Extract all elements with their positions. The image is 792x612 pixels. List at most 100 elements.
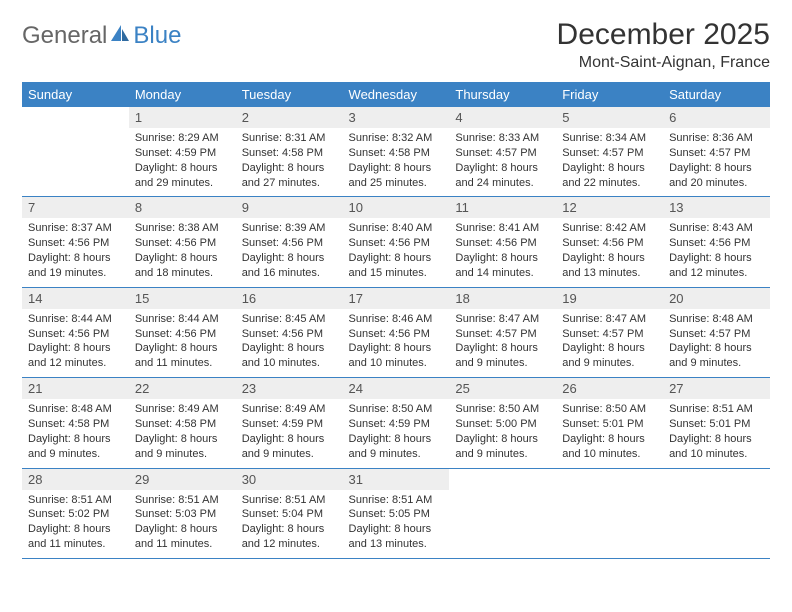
sail-icon bbox=[109, 22, 131, 50]
day-number: 3 bbox=[343, 107, 450, 128]
day-number: 7 bbox=[22, 197, 129, 218]
daylight-line: Daylight: 8 hours and 16 minutes. bbox=[242, 251, 337, 281]
sunset-line: Sunset: 5:05 PM bbox=[349, 507, 444, 522]
day-cell: 4Sunrise: 8:33 AMSunset: 4:57 PMDaylight… bbox=[449, 107, 556, 197]
day-cell: 5Sunrise: 8:34 AMSunset: 4:57 PMDaylight… bbox=[556, 107, 663, 197]
day-cell: 28Sunrise: 8:51 AMSunset: 5:02 PMDayligh… bbox=[22, 468, 129, 558]
day-cell: 21Sunrise: 8:48 AMSunset: 4:58 PMDayligh… bbox=[22, 378, 129, 468]
weekday-header: Wednesday bbox=[343, 82, 450, 107]
sunset-line: Sunset: 4:58 PM bbox=[28, 417, 123, 432]
day-number: 8 bbox=[129, 197, 236, 218]
daylight-line: Daylight: 8 hours and 10 minutes. bbox=[562, 432, 657, 462]
day-body: Sunrise: 8:36 AMSunset: 4:57 PMDaylight:… bbox=[663, 128, 770, 196]
day-number: 18 bbox=[449, 288, 556, 309]
sunrise-line: Sunrise: 8:47 AM bbox=[455, 312, 550, 327]
day-body: Sunrise: 8:45 AMSunset: 4:56 PMDaylight:… bbox=[236, 309, 343, 377]
daylight-line: Daylight: 8 hours and 18 minutes. bbox=[135, 251, 230, 281]
daylight-line: Daylight: 8 hours and 12 minutes. bbox=[28, 341, 123, 371]
daylight-line: Daylight: 8 hours and 10 minutes. bbox=[242, 341, 337, 371]
calendar-row: 21Sunrise: 8:48 AMSunset: 4:58 PMDayligh… bbox=[22, 378, 770, 468]
day-number: 20 bbox=[663, 288, 770, 309]
day-body: Sunrise: 8:50 AMSunset: 5:01 PMDaylight:… bbox=[556, 399, 663, 467]
day-number: 10 bbox=[343, 197, 450, 218]
day-body: Sunrise: 8:38 AMSunset: 4:56 PMDaylight:… bbox=[129, 218, 236, 286]
brand-logo: General Blue bbox=[22, 18, 181, 50]
header: General Blue December 2025 Mont-Saint-Ai… bbox=[22, 18, 770, 72]
daylight-line: Daylight: 8 hours and 24 minutes. bbox=[455, 161, 550, 191]
month-title: December 2025 bbox=[557, 18, 770, 52]
sunset-line: Sunset: 5:01 PM bbox=[669, 417, 764, 432]
day-cell: 16Sunrise: 8:45 AMSunset: 4:56 PMDayligh… bbox=[236, 287, 343, 377]
daylight-line: Daylight: 8 hours and 11 minutes. bbox=[135, 522, 230, 552]
day-body: Sunrise: 8:33 AMSunset: 4:57 PMDaylight:… bbox=[449, 128, 556, 196]
day-cell: 26Sunrise: 8:50 AMSunset: 5:01 PMDayligh… bbox=[556, 378, 663, 468]
empty-cell bbox=[663, 468, 770, 558]
day-body: Sunrise: 8:41 AMSunset: 4:56 PMDaylight:… bbox=[449, 218, 556, 286]
day-cell: 25Sunrise: 8:50 AMSunset: 5:00 PMDayligh… bbox=[449, 378, 556, 468]
daylight-line: Daylight: 8 hours and 22 minutes. bbox=[562, 161, 657, 191]
sunrise-line: Sunrise: 8:41 AM bbox=[455, 221, 550, 236]
day-body: Sunrise: 8:48 AMSunset: 4:58 PMDaylight:… bbox=[22, 399, 129, 467]
day-number: 22 bbox=[129, 378, 236, 399]
day-body: Sunrise: 8:48 AMSunset: 4:57 PMDaylight:… bbox=[663, 309, 770, 377]
location: Mont-Saint-Aignan, France bbox=[557, 54, 770, 72]
day-number: 13 bbox=[663, 197, 770, 218]
sunset-line: Sunset: 4:58 PM bbox=[349, 146, 444, 161]
sunset-line: Sunset: 4:56 PM bbox=[242, 327, 337, 342]
day-number: 25 bbox=[449, 378, 556, 399]
day-body: Sunrise: 8:40 AMSunset: 4:56 PMDaylight:… bbox=[343, 218, 450, 286]
calendar-head: SundayMondayTuesdayWednesdayThursdayFrid… bbox=[22, 82, 770, 107]
day-body: Sunrise: 8:44 AMSunset: 4:56 PMDaylight:… bbox=[22, 309, 129, 377]
sunrise-line: Sunrise: 8:51 AM bbox=[28, 493, 123, 508]
sunset-line: Sunset: 4:57 PM bbox=[455, 146, 550, 161]
day-body: Sunrise: 8:50 AMSunset: 5:00 PMDaylight:… bbox=[449, 399, 556, 467]
day-number: 24 bbox=[343, 378, 450, 399]
sunrise-line: Sunrise: 8:48 AM bbox=[28, 402, 123, 417]
sunset-line: Sunset: 4:59 PM bbox=[349, 417, 444, 432]
daylight-line: Daylight: 8 hours and 10 minutes. bbox=[349, 341, 444, 371]
weekday-header: Sunday bbox=[22, 82, 129, 107]
sunrise-line: Sunrise: 8:37 AM bbox=[28, 221, 123, 236]
daylight-line: Daylight: 8 hours and 12 minutes. bbox=[242, 522, 337, 552]
day-cell: 13Sunrise: 8:43 AMSunset: 4:56 PMDayligh… bbox=[663, 197, 770, 287]
sunrise-line: Sunrise: 8:51 AM bbox=[669, 402, 764, 417]
calendar-body: 1Sunrise: 8:29 AMSunset: 4:59 PMDaylight… bbox=[22, 107, 770, 558]
weekday-header: Saturday bbox=[663, 82, 770, 107]
sunrise-line: Sunrise: 8:50 AM bbox=[349, 402, 444, 417]
day-number: 29 bbox=[129, 469, 236, 490]
daylight-line: Daylight: 8 hours and 9 minutes. bbox=[562, 341, 657, 371]
day-number: 5 bbox=[556, 107, 663, 128]
sunrise-line: Sunrise: 8:40 AM bbox=[349, 221, 444, 236]
sunset-line: Sunset: 4:59 PM bbox=[242, 417, 337, 432]
sunrise-line: Sunrise: 8:38 AM bbox=[135, 221, 230, 236]
day-number: 6 bbox=[663, 107, 770, 128]
weekday-header: Friday bbox=[556, 82, 663, 107]
sunset-line: Sunset: 4:56 PM bbox=[455, 236, 550, 251]
day-number: 2 bbox=[236, 107, 343, 128]
day-cell: 10Sunrise: 8:40 AMSunset: 4:56 PMDayligh… bbox=[343, 197, 450, 287]
sunrise-line: Sunrise: 8:39 AM bbox=[242, 221, 337, 236]
day-number: 21 bbox=[22, 378, 129, 399]
brand-part2: Blue bbox=[133, 22, 181, 50]
brand-part1: General bbox=[22, 22, 107, 50]
day-number: 23 bbox=[236, 378, 343, 399]
sunset-line: Sunset: 4:56 PM bbox=[562, 236, 657, 251]
day-number: 11 bbox=[449, 197, 556, 218]
day-body: Sunrise: 8:50 AMSunset: 4:59 PMDaylight:… bbox=[343, 399, 450, 467]
sunset-line: Sunset: 4:56 PM bbox=[669, 236, 764, 251]
day-cell: 22Sunrise: 8:49 AMSunset: 4:58 PMDayligh… bbox=[129, 378, 236, 468]
day-number bbox=[663, 469, 770, 490]
sunset-line: Sunset: 4:56 PM bbox=[242, 236, 337, 251]
sunrise-line: Sunrise: 8:45 AM bbox=[242, 312, 337, 327]
day-cell: 15Sunrise: 8:44 AMSunset: 4:56 PMDayligh… bbox=[129, 287, 236, 377]
sunrise-line: Sunrise: 8:49 AM bbox=[135, 402, 230, 417]
empty-cell bbox=[449, 468, 556, 558]
day-number: 14 bbox=[22, 288, 129, 309]
day-cell: 17Sunrise: 8:46 AMSunset: 4:56 PMDayligh… bbox=[343, 287, 450, 377]
day-cell: 3Sunrise: 8:32 AMSunset: 4:58 PMDaylight… bbox=[343, 107, 450, 197]
day-cell: 1Sunrise: 8:29 AMSunset: 4:59 PMDaylight… bbox=[129, 107, 236, 197]
day-number: 27 bbox=[663, 378, 770, 399]
day-cell: 7Sunrise: 8:37 AMSunset: 4:56 PMDaylight… bbox=[22, 197, 129, 287]
sunset-line: Sunset: 4:57 PM bbox=[562, 146, 657, 161]
day-number: 12 bbox=[556, 197, 663, 218]
